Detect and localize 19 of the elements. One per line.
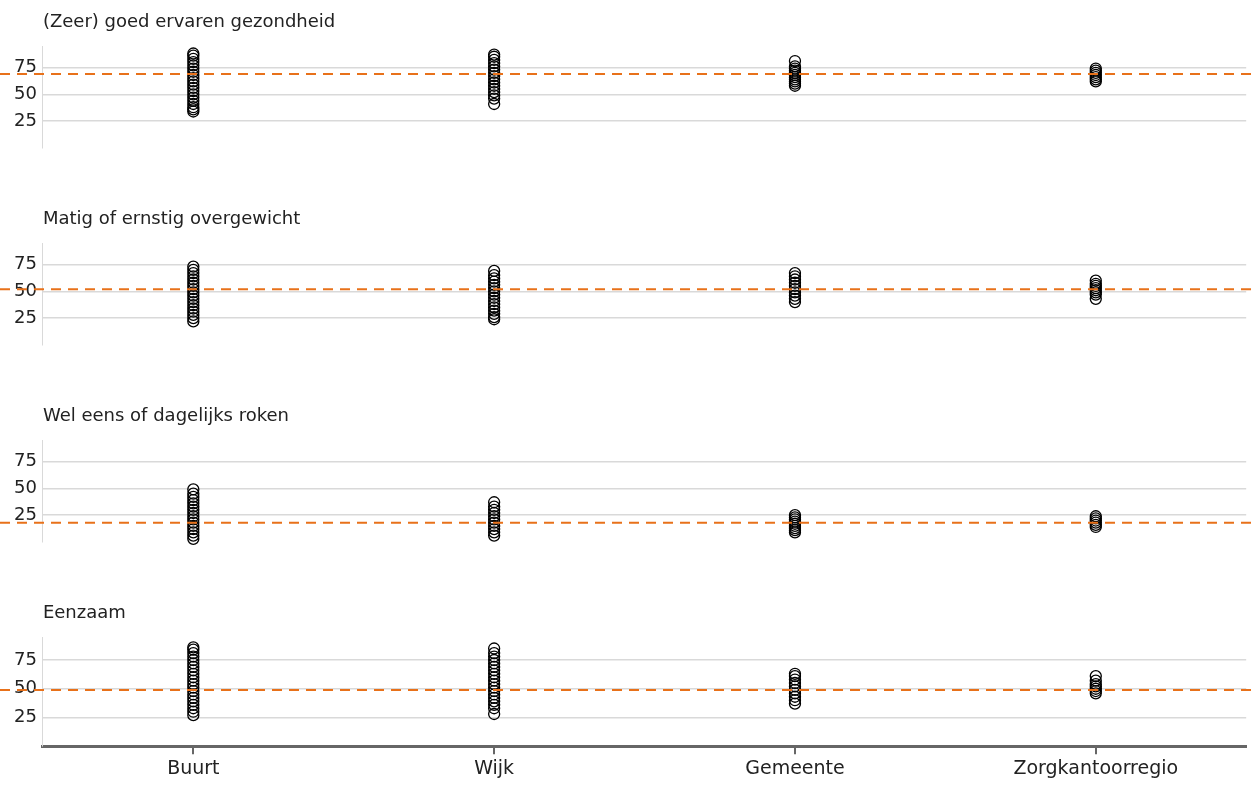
y-tick-label: 75 bbox=[14, 449, 37, 471]
chart-title: Matig of ernstig overgewicht bbox=[42, 206, 301, 228]
y-tick-label: 25 bbox=[14, 705, 37, 727]
y-tick-label: 75 bbox=[14, 647, 37, 669]
x-tick-label: Zorgkantoorregio bbox=[1013, 755, 1179, 778]
y-tick-label: 25 bbox=[14, 502, 37, 524]
y-tick-label: 75 bbox=[14, 55, 37, 77]
chart-title: Wel eens of dagelijks roken bbox=[42, 403, 289, 425]
y-tick-label: 25 bbox=[14, 305, 37, 327]
x-tick-label: Buurt bbox=[167, 755, 220, 778]
x-tick-label: Wijk bbox=[474, 755, 515, 778]
chart-title: Eenzaam bbox=[42, 600, 126, 622]
x-tick-label: Gemeente bbox=[745, 755, 845, 778]
y-tick-label: 50 bbox=[14, 81, 37, 103]
chart-title: (Zeer) goed ervaren gezondheid bbox=[42, 9, 336, 31]
y-tick-label: 50 bbox=[14, 278, 37, 300]
y-tick-label: 75 bbox=[14, 252, 37, 274]
y-tick-label: 50 bbox=[14, 475, 37, 497]
y-tick-label: 25 bbox=[14, 108, 37, 130]
